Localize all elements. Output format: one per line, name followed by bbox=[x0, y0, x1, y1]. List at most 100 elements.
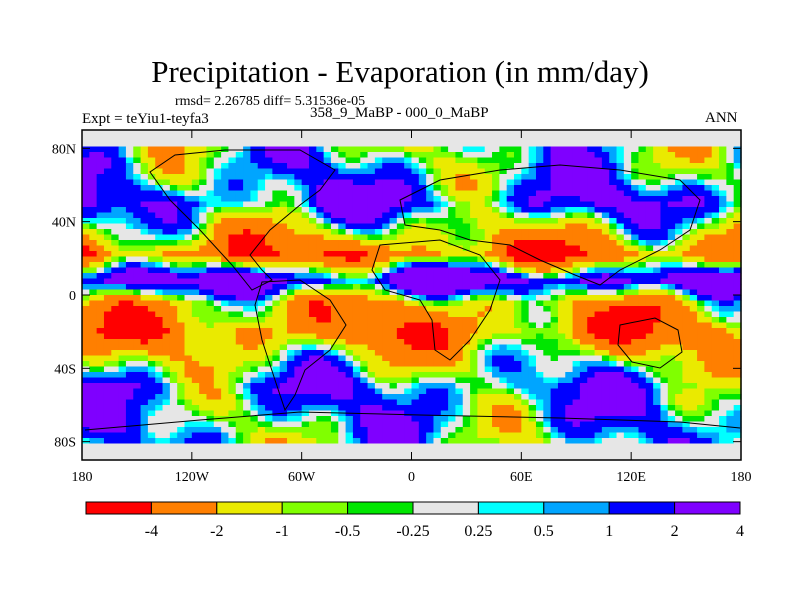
field-cell bbox=[287, 289, 295, 296]
field-cell bbox=[675, 361, 684, 368]
field-cell bbox=[616, 289, 625, 296]
field-cell bbox=[411, 251, 420, 258]
field-cell bbox=[484, 328, 493, 335]
field-cell bbox=[704, 388, 713, 395]
field-cell bbox=[404, 317, 413, 324]
field-cell bbox=[557, 410, 566, 417]
field-cell bbox=[301, 421, 310, 428]
field-cell bbox=[330, 273, 339, 280]
field-cell bbox=[514, 388, 522, 395]
field-cell bbox=[235, 355, 244, 362]
field-cell bbox=[521, 179, 530, 186]
field-cell bbox=[374, 152, 383, 159]
field-cell bbox=[96, 350, 105, 357]
field-cell bbox=[411, 355, 420, 362]
field-cell bbox=[140, 163, 149, 170]
field-cell bbox=[352, 130, 361, 137]
field-cell bbox=[272, 405, 281, 412]
field-cell bbox=[609, 240, 618, 247]
field-cell bbox=[103, 218, 112, 225]
field-cell bbox=[579, 355, 588, 362]
field-cell bbox=[162, 289, 171, 296]
field-cell bbox=[499, 229, 508, 236]
field-cell bbox=[177, 152, 186, 159]
field-cell bbox=[616, 152, 625, 159]
field-cell bbox=[118, 196, 127, 203]
field-cell bbox=[521, 278, 530, 285]
field-cell bbox=[411, 322, 420, 329]
field-cell bbox=[638, 223, 647, 230]
field-cell bbox=[82, 168, 90, 175]
field-cell bbox=[103, 306, 112, 313]
field-cell bbox=[594, 366, 603, 373]
field-cell bbox=[279, 421, 288, 428]
field-cell bbox=[711, 383, 720, 390]
field-cell bbox=[389, 421, 398, 428]
field-cell bbox=[638, 130, 647, 137]
field-cell bbox=[191, 366, 200, 373]
field-cell bbox=[265, 190, 273, 197]
field-cell bbox=[477, 179, 486, 186]
field-cell bbox=[294, 394, 303, 401]
field-cell bbox=[418, 394, 427, 401]
field-cell bbox=[594, 256, 603, 263]
field-cell bbox=[184, 273, 193, 280]
field-cell bbox=[440, 262, 449, 269]
field-cell bbox=[528, 350, 537, 357]
field-cell bbox=[704, 251, 713, 258]
field-cell bbox=[448, 399, 457, 406]
field-cell bbox=[308, 240, 317, 247]
field-cell bbox=[147, 416, 156, 423]
field-cell bbox=[587, 185, 596, 192]
field-cell bbox=[484, 267, 493, 274]
field-cell bbox=[301, 185, 310, 192]
field-cell bbox=[514, 366, 522, 373]
field-cell bbox=[440, 394, 449, 401]
field-cell bbox=[279, 388, 288, 395]
field-cell bbox=[382, 383, 391, 390]
field-cell bbox=[484, 284, 493, 291]
field-cell bbox=[404, 174, 413, 181]
field-cell bbox=[279, 234, 288, 241]
field-cell bbox=[492, 196, 500, 203]
field-cell bbox=[118, 388, 127, 395]
field-cell bbox=[411, 229, 420, 236]
field-cell bbox=[528, 416, 537, 423]
field-cell bbox=[667, 300, 676, 307]
field-cell bbox=[169, 311, 178, 318]
field-cell bbox=[294, 157, 303, 164]
field-cell bbox=[213, 405, 222, 412]
field-cell bbox=[667, 306, 676, 313]
field-cell bbox=[265, 388, 273, 395]
field-cell bbox=[433, 163, 442, 170]
field-cell bbox=[521, 240, 530, 247]
field-cell bbox=[82, 421, 90, 428]
field-cell bbox=[250, 141, 259, 148]
field-cell bbox=[228, 339, 237, 346]
field-cell bbox=[623, 350, 632, 357]
field-cell bbox=[191, 207, 200, 214]
field-cell bbox=[118, 218, 127, 225]
field-cell bbox=[125, 179, 134, 186]
field-cell bbox=[550, 333, 559, 340]
field-cell bbox=[565, 251, 574, 258]
field-cell bbox=[711, 284, 720, 291]
field-cell bbox=[726, 339, 735, 346]
field-cell bbox=[206, 256, 215, 263]
field-cell bbox=[155, 432, 164, 439]
field-cell bbox=[433, 355, 442, 362]
field-cell bbox=[653, 157, 662, 164]
field-cell bbox=[557, 135, 566, 142]
field-cell bbox=[411, 135, 420, 142]
field-cell bbox=[323, 416, 332, 423]
field-cell bbox=[535, 201, 544, 208]
field-cell bbox=[162, 245, 171, 252]
field-cell bbox=[96, 229, 105, 236]
field-cell bbox=[470, 311, 478, 318]
field-cell bbox=[697, 141, 705, 148]
field-cell bbox=[631, 383, 640, 390]
field-cell bbox=[704, 427, 713, 434]
field-cell bbox=[235, 256, 244, 263]
field-cell bbox=[462, 405, 471, 412]
field-cell bbox=[279, 174, 288, 181]
